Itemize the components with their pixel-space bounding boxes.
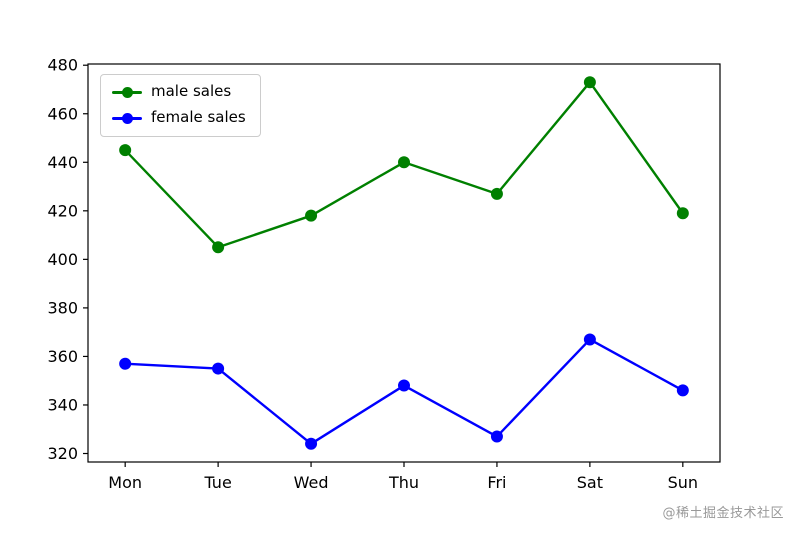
data-point-male-sales	[212, 241, 225, 254]
data-point-male-sales	[305, 209, 318, 222]
data-point-female-sales	[676, 384, 689, 397]
data-point-female-sales	[119, 357, 132, 370]
data-point-female-sales	[398, 379, 410, 392]
y-tick-label: 340	[47, 395, 78, 414]
legend-dot-sample	[121, 113, 133, 124]
y-tick-label: 460	[47, 104, 78, 123]
data-point-female-sales	[212, 362, 225, 375]
x-tick-label: Thu	[388, 473, 419, 492]
legend-dot-sample	[121, 87, 133, 98]
x-tick-label: Sat	[577, 473, 603, 492]
y-tick-label: 360	[47, 347, 78, 366]
y-tick-label: 420	[47, 201, 78, 220]
x-tick-label: Sun	[668, 473, 698, 492]
legend-item-female-sales: female sales	[112, 110, 246, 127]
y-tick-label: 400	[47, 250, 78, 269]
data-point-male-sales	[398, 156, 410, 169]
data-point-male-sales	[676, 207, 689, 220]
data-point-male-sales	[119, 144, 132, 157]
legend-label: male sales	[151, 82, 232, 100]
data-point-female-sales	[583, 333, 596, 346]
legend-marker-male-sales	[112, 86, 142, 100]
x-tick-label: Wed	[294, 473, 329, 492]
watermark: @稀土掘金技术社区	[662, 506, 784, 521]
series-line-female-sales	[123, 338, 685, 445]
y-tick-label: 480	[47, 56, 78, 75]
x-tick-label: Tue	[203, 473, 231, 492]
y-tick-label: 320	[47, 444, 78, 463]
legend-label: female sales	[151, 108, 246, 126]
data-point-female-sales	[305, 437, 318, 450]
x-tick-label: Mon	[108, 473, 142, 492]
legend-marker-female-sales	[112, 112, 142, 126]
y-tick-label: 440	[47, 153, 78, 172]
x-tick-label: Fri	[487, 473, 506, 492]
legend: male sales female sales	[100, 74, 261, 137]
data-point-male-sales	[583, 76, 596, 89]
data-point-female-sales	[490, 430, 503, 443]
data-point-male-sales	[490, 187, 503, 200]
y-tick-label: 380	[47, 298, 78, 317]
legend-item-male-sales: male sales	[112, 84, 246, 101]
